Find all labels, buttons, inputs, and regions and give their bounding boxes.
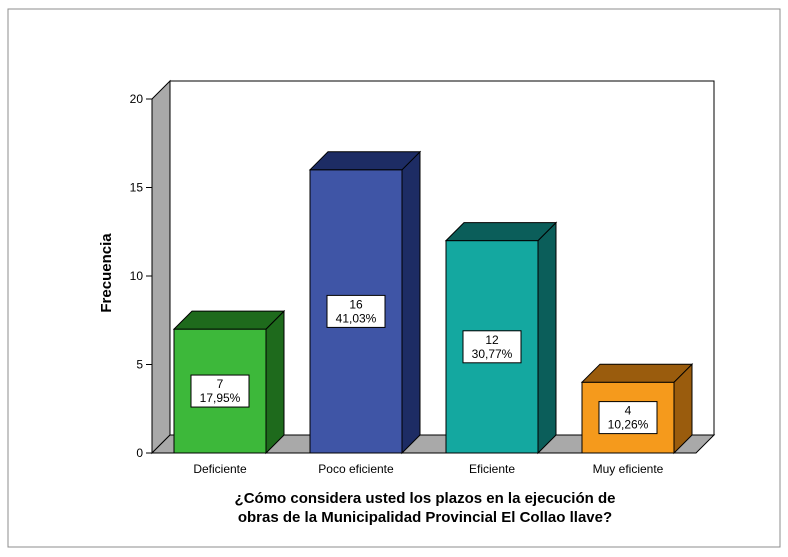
x-tick-label: Muy eficiente bbox=[593, 462, 664, 476]
bar-1: 717,95% bbox=[172, 309, 286, 455]
bar-side bbox=[537, 221, 557, 455]
bar-top bbox=[580, 363, 694, 383]
left-wall bbox=[151, 79, 171, 455]
x-axis: Deficiente Poco eficiente Eficiente Muy efi… bbox=[193, 462, 663, 476]
data-label-count: 7 bbox=[217, 377, 224, 391]
bar-side bbox=[401, 150, 421, 455]
data-label-count: 4 bbox=[625, 404, 632, 418]
data-label-percent: 41,03% bbox=[336, 311, 377, 325]
y-axis: 0 5 10 15 20 bbox=[130, 92, 152, 460]
x-tick-label: Deficiente bbox=[193, 462, 247, 476]
bar-top bbox=[308, 151, 422, 171]
data-label-count: 12 bbox=[485, 333, 499, 347]
y-tick-label: 5 bbox=[136, 358, 143, 372]
bar-4: 410,26% bbox=[580, 362, 694, 455]
data-label-percent: 30,77% bbox=[472, 347, 513, 361]
data-label-box bbox=[462, 330, 522, 364]
y-tick-label: 10 bbox=[130, 269, 144, 283]
bar-side bbox=[265, 309, 285, 455]
data-label-percent: 10,26% bbox=[608, 418, 649, 432]
bar-top bbox=[444, 222, 558, 242]
y-tick-label: 0 bbox=[136, 446, 143, 460]
data-label-box bbox=[190, 374, 250, 408]
bar-top bbox=[172, 310, 286, 330]
x-tick-label: Poco eficiente bbox=[318, 462, 394, 476]
y-tick-label: 15 bbox=[130, 181, 144, 195]
y-axis-label: Frecuencia bbox=[98, 233, 115, 313]
y-tick-label: 20 bbox=[130, 92, 144, 106]
data-label-box bbox=[598, 401, 658, 435]
x-axis-label-line-2: obras de la Municipalidad Provincial El … bbox=[238, 509, 612, 526]
x-tick-label: Eficiente bbox=[469, 462, 515, 476]
data-label-box bbox=[326, 294, 386, 328]
x-axis-label-line-1: ¿Cómo considera usted los plazos en la e… bbox=[235, 490, 616, 507]
data-label-percent: 17,95% bbox=[200, 391, 241, 405]
data-label-count: 16 bbox=[349, 297, 363, 311]
